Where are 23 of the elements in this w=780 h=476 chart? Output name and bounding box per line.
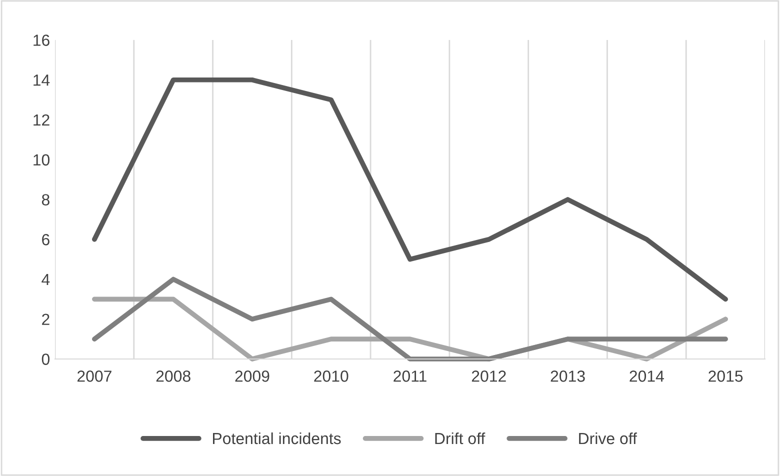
x-tick-label: 2013 bbox=[550, 370, 585, 382]
y-tick-label: 10 bbox=[34, 154, 50, 166]
x-tick-label: 2009 bbox=[235, 370, 270, 382]
legend-label: Drift off bbox=[435, 432, 486, 444]
y-tick-label: 4 bbox=[42, 274, 50, 286]
legend-label: Drive off bbox=[579, 432, 638, 444]
line-series bbox=[92, 77, 728, 302]
x-tick-label: 2015 bbox=[708, 370, 743, 382]
x-tick-label: 2008 bbox=[156, 370, 190, 382]
y-tick-label: 16 bbox=[34, 34, 50, 46]
y-tick-label: 8 bbox=[42, 194, 50, 206]
y-tick-label: 2 bbox=[42, 314, 50, 325]
x-tick-label: 2010 bbox=[314, 370, 348, 382]
line-series bbox=[92, 276, 728, 362]
y-tick-label: 14 bbox=[34, 74, 50, 86]
x-tick-label: 2011 bbox=[394, 370, 426, 382]
x-tick-label: 2014 bbox=[630, 370, 664, 382]
y-tick-label: 0 bbox=[42, 354, 50, 365]
x-tick-label: 2007 bbox=[77, 370, 112, 382]
x-tick-label: 2012 bbox=[472, 370, 506, 382]
y-tick-label: 6 bbox=[42, 234, 50, 246]
y-tick-label: 12 bbox=[34, 114, 50, 126]
legend-label: Potential incidents bbox=[213, 432, 341, 444]
